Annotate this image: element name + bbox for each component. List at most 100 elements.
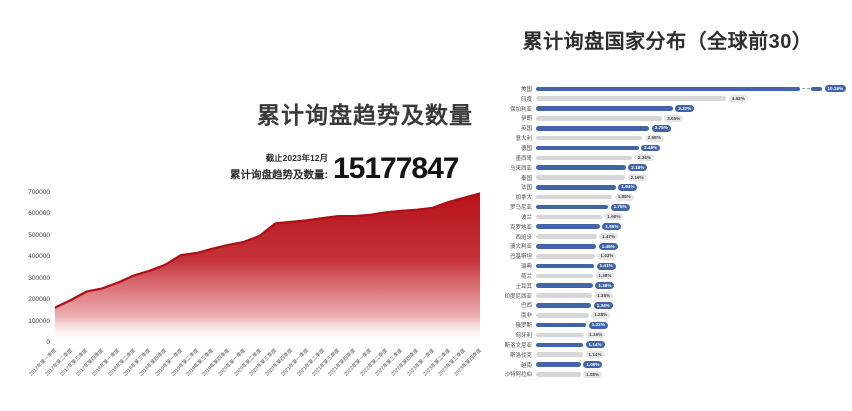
value-pill: 2.34% [634, 154, 654, 162]
bar[interactable] [536, 116, 662, 121]
value-pill: 1.60% [604, 213, 624, 221]
value-pill: 2.49% [641, 144, 661, 152]
country-label: 意大利 [515, 136, 532, 143]
bar[interactable] [536, 332, 584, 338]
bar-row: 泰国 2.16% [490, 173, 850, 183]
bar-row: 美国 10.19% [490, 84, 850, 94]
country-label: 保加利亚 [509, 106, 532, 113]
country-label: 斯洛文尼亚 [504, 342, 532, 349]
value-pill: 3.05% [664, 114, 684, 122]
bar-row: 法国 1.94% [490, 182, 850, 192]
bar[interactable] [536, 214, 602, 220]
value-pill: 1.41% [596, 262, 616, 270]
bar[interactable] [536, 273, 593, 279]
bar[interactable] [536, 175, 625, 180]
value-pill: 1.14% [585, 351, 605, 359]
bar[interactable] [536, 145, 639, 151]
bar-row: 西班牙 1.47% [490, 232, 850, 242]
bar[interactable] [536, 372, 581, 377]
bar[interactable] [536, 362, 581, 367]
bar-track: 3.05% [536, 114, 850, 122]
bar[interactable] [536, 185, 616, 190]
bar-track: 1.08% [536, 370, 850, 378]
value-pill: 1.16% [586, 331, 606, 339]
bar-row: 瑞典 1.41% [490, 261, 850, 271]
bar-track: 2.49% [536, 144, 850, 152]
bar[interactable] [536, 165, 626, 170]
bar[interactable] [536, 352, 583, 357]
bar[interactable] [536, 263, 595, 269]
bar-track: 1.14% [536, 351, 850, 359]
bar[interactable] [536, 322, 587, 328]
country-label: 斯洛伐克 [509, 352, 532, 359]
bar-track: 1.14% [536, 341, 850, 349]
bar-track: 1.16% [536, 331, 850, 339]
y-tick-label: 0 [46, 339, 50, 346]
bar-row: 巴基斯坦 1.43% [490, 251, 850, 261]
bar[interactable] [536, 194, 613, 200]
bar[interactable] [536, 135, 643, 141]
bar[interactable] [536, 244, 597, 249]
y-tick-label: 500000 [28, 231, 50, 239]
bar[interactable] [536, 313, 589, 318]
bar[interactable] [536, 155, 633, 161]
bar-row: 印度 4.62% [490, 94, 850, 104]
bar-track: 1.22% [536, 321, 850, 329]
area-line[interactable] [53, 192, 482, 309]
country-label: 德国 [520, 145, 532, 152]
bar[interactable] [536, 303, 592, 308]
trend-area-svg [53, 192, 482, 343]
bar-track: 1.60% [536, 213, 850, 221]
bar[interactable] [536, 204, 609, 210]
bar[interactable] [536, 234, 597, 239]
bar-track: 1.28% [536, 311, 850, 319]
bar[interactable] [536, 125, 650, 131]
y-tick-label: 200000 [28, 296, 50, 304]
bar[interactable] [536, 283, 593, 289]
bar-track: 1.47% [536, 233, 850, 241]
bar[interactable] [536, 293, 592, 298]
bar-track: 1.94% [536, 183, 850, 191]
bar[interactable] [536, 224, 600, 230]
y-tick-label: 700000 [28, 188, 50, 196]
bar-track: 1.75% [536, 203, 850, 211]
bar-row: 南非 1.28% [490, 310, 850, 320]
bar-track: 1.85% [536, 193, 850, 201]
value-pill: 1.28% [591, 311, 611, 319]
country-label: 泰国 [520, 175, 532, 182]
value-pill: 4.62% [728, 95, 748, 103]
bar[interactable] [536, 106, 673, 111]
bar-row: 波兰 1.60% [490, 212, 850, 222]
value-pill: 1.22% [588, 321, 608, 329]
bar-row: 巴西 1.34% [490, 301, 850, 311]
country-label: 伊朗 [520, 116, 532, 123]
bar-row: 越南 1.09% [490, 360, 850, 370]
y-tick-label: 600000 [28, 210, 50, 218]
bar-track: 2.75% [536, 124, 850, 132]
bar[interactable] [536, 96, 727, 102]
value-pill: 3.32% [675, 105, 695, 113]
bar-row: 墨西哥 2.34% [490, 153, 850, 163]
bar-row: 土耳其 1.38% [490, 281, 850, 291]
bar-row: 沙特阿拉伯 1.08% [490, 369, 850, 379]
bar[interactable] [536, 253, 595, 259]
bar-row: 德国 2.49% [490, 143, 850, 153]
bar-track: 1.43% [536, 252, 850, 260]
value-pill: 10.19% [824, 85, 847, 93]
value-pill: 1.35% [594, 292, 614, 300]
country-label: 波兰 [520, 214, 532, 221]
bar-track: 1.55% [536, 223, 850, 231]
count-label: 累计询盘趋势及数量: [230, 169, 328, 181]
stat-labels: 截止2023年12月 累计询盘趋势及数量: [230, 152, 328, 182]
country-label: 马来西亚 [509, 165, 532, 172]
value-pill: 1.46% [598, 242, 618, 250]
bar[interactable] [536, 342, 583, 348]
area-fill[interactable] [55, 193, 480, 343]
y-tick-label: 100000 [28, 317, 50, 325]
value-pill: 1.09% [583, 361, 603, 368]
country-label: 荷兰 [520, 273, 532, 280]
y-tick-label: 400000 [28, 253, 50, 261]
bar[interactable] [536, 86, 800, 92]
trend-area-chart[interactable] [53, 190, 482, 345]
